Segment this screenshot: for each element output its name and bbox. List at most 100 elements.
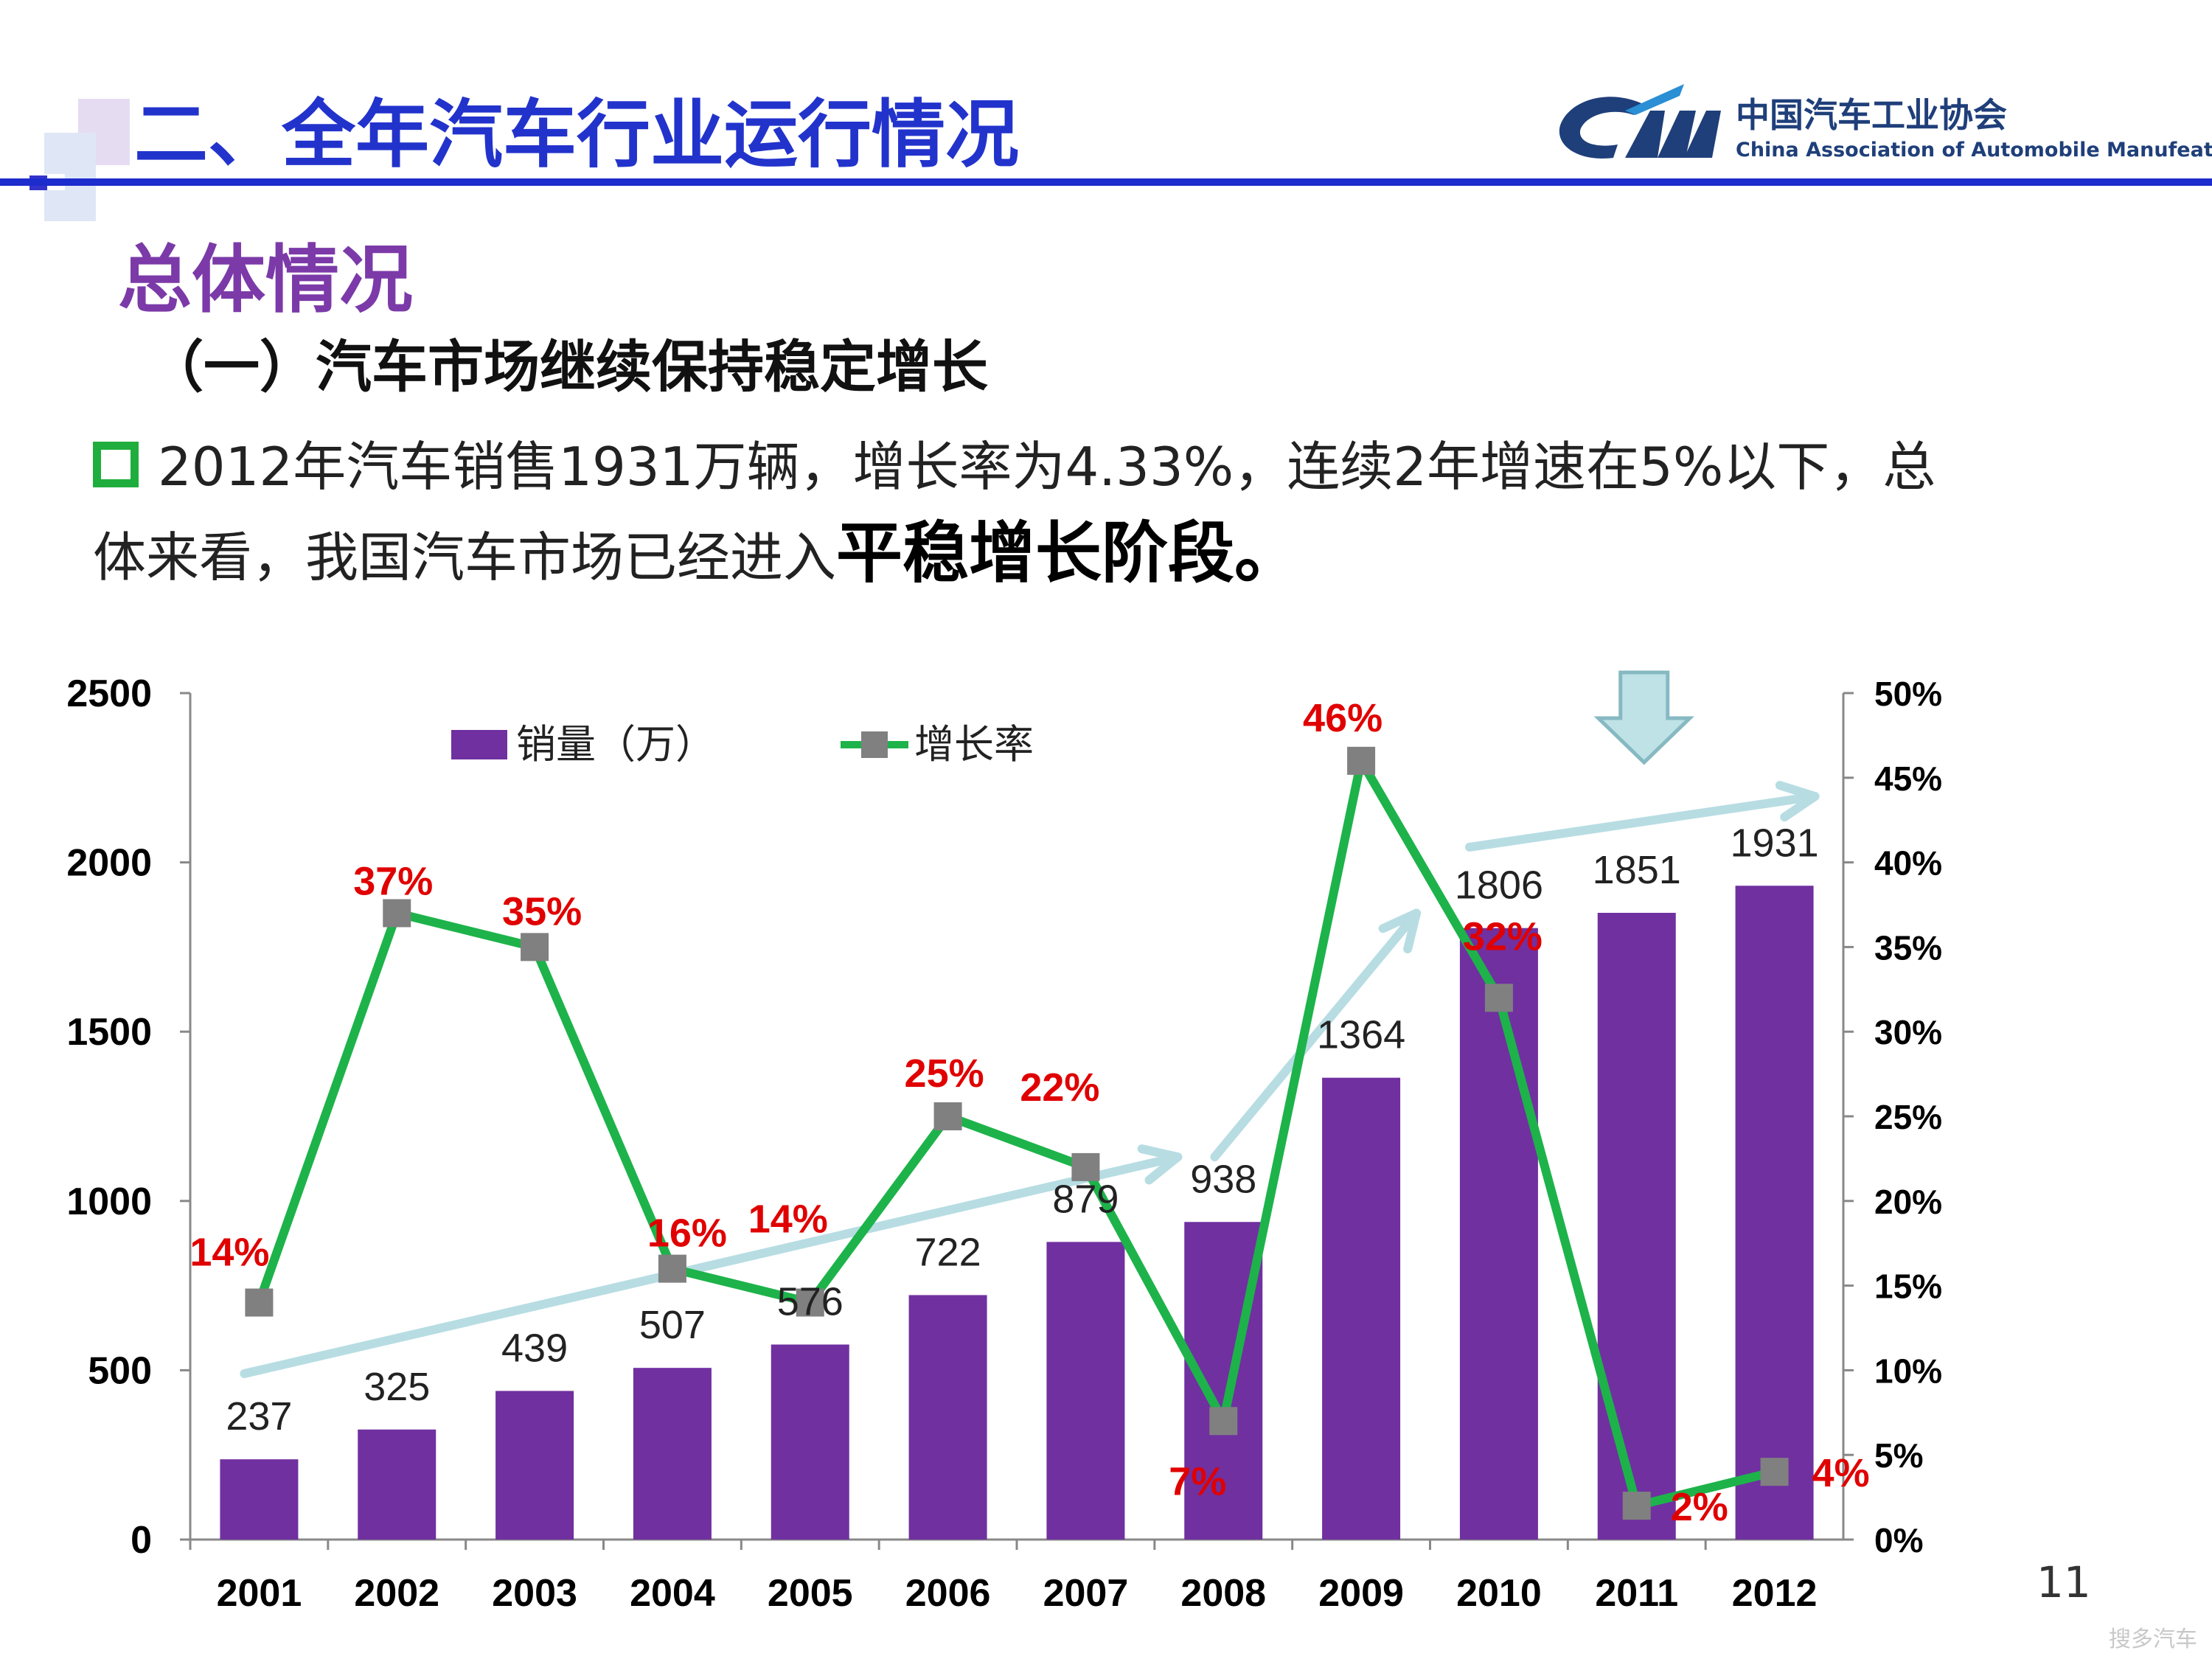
y-right-tick-label: 10% [1874, 1352, 1942, 1390]
summary-line-1-text: 2012年汽车销售1931万辆，增长率为4.33%，连续2年增速在5%以下，总 [158, 436, 1936, 498]
y-right-tick-label: 15% [1874, 1267, 1942, 1306]
y-left-tick-label: 1000 [66, 1180, 152, 1223]
sales-bar [1735, 886, 1814, 1540]
sales-value-label: 1364 [1317, 1013, 1405, 1057]
growth-rate-marker [1347, 746, 1376, 775]
y-left-tick-label: 1500 [66, 1011, 152, 1054]
growth-rate-label: 14% [189, 1231, 269, 1275]
x-tick-label: 2001 [217, 1572, 302, 1615]
y-left-tick-label: 2000 [66, 842, 152, 885]
sales-value-label: 1806 [1455, 863, 1543, 908]
trend-arrow-3 [1464, 792, 1820, 852]
trend-arrow-1 [240, 1152, 1183, 1378]
y-left-tick-label: 2500 [66, 672, 152, 715]
slide-title: 二、全年汽车行业运行情况 [134, 91, 1019, 178]
sales-value-label: 1851 [1593, 848, 1681, 892]
growth-rate-marker [1484, 984, 1513, 1012]
sales-value-label: 439 [501, 1326, 568, 1370]
sales-value-label: 507 [639, 1303, 706, 1347]
legend-sales-label: 销量（万） [516, 723, 715, 767]
page-number: 11 [2037, 1557, 2091, 1607]
growth-rate-label: 32% [1463, 914, 1543, 959]
y-left-tick-label: 0 [131, 1519, 152, 1562]
legend-bar-swatch [451, 730, 507, 759]
growth-rate-label: 22% [1020, 1065, 1099, 1110]
sales-bar [908, 1295, 987, 1540]
header-rule [0, 178, 2212, 186]
y-right-tick-label: 20% [1874, 1183, 1942, 1221]
growth-rate-label: 35% [502, 889, 582, 933]
summary-paragraph: 2012年汽车销售1931万辆，增长率为4.33%，连续2年增速在5%以下，总 … [93, 423, 2157, 601]
sales-value-label: 325 [364, 1365, 430, 1409]
growth-rate-label: 7% [1169, 1459, 1226, 1503]
growth-rate-label: 2% [1671, 1485, 1728, 1529]
trend-arrow-2 [1210, 908, 1422, 1162]
logo-english-text: China Association of Automobile Manufeat… [1736, 139, 2212, 161]
sales-value-label: 576 [777, 1280, 844, 1324]
y-right-tick-label: 50% [1874, 675, 1942, 713]
growth-rate-marker [245, 1288, 274, 1317]
summary-emphasis: 平稳增长阶段。 [836, 515, 1301, 592]
y-right-tick-label: 30% [1874, 1013, 1942, 1051]
logo-chinese-text: 中国汽车工业协会 [1736, 95, 2007, 135]
sales-bar [220, 1459, 299, 1540]
subtitle: 总体情况 [118, 237, 413, 323]
caam-logo: 中国汽车工业协会 China Association of Automobile… [1554, 81, 2212, 174]
trend-arrow-2-head [1378, 908, 1422, 954]
x-tick-label: 2012 [1732, 1572, 1818, 1615]
growth-rate-label: 4% [1812, 1451, 1870, 1495]
sales-bar [358, 1429, 437, 1540]
y-right-tick-label: 45% [1874, 759, 1942, 798]
growth-rate-label: 46% [1303, 696, 1382, 740]
sales-bar [1597, 913, 1676, 1540]
y-right-tick-label: 25% [1874, 1098, 1942, 1136]
y-right-tick-label: 5% [1874, 1436, 1923, 1475]
sales-bar [771, 1344, 849, 1540]
growth-rate-label: 37% [353, 859, 433, 903]
growth-rate-marker [1209, 1407, 1238, 1436]
y-right-tick-label: 0% [1874, 1521, 1923, 1559]
growth-rate-marker [796, 1288, 824, 1317]
growth-rate-line [254, 756, 1776, 1511]
y-right-tick-label: 40% [1874, 844, 1942, 883]
sales-bar [1322, 1077, 1401, 1540]
sales-bar [495, 1391, 574, 1540]
sales-bar [1459, 928, 1538, 1540]
sales-bar [633, 1368, 712, 1540]
sales-bar [1046, 1242, 1125, 1540]
sales-value-label: 1931 [1731, 821, 1819, 865]
sales-value-label: 237 [226, 1394, 292, 1439]
growth-rate-marker [933, 1102, 962, 1130]
growth-rate-marker [1071, 1152, 1100, 1181]
watermark: 搜多汽车 [2109, 1627, 2197, 1652]
x-tick-label: 2011 [1595, 1572, 1678, 1615]
x-tick-label: 2006 [905, 1572, 991, 1615]
bullet-square-icon [93, 442, 139, 488]
x-tick-label: 2010 [1456, 1572, 1542, 1615]
trend-arrow-3-head [1775, 781, 1820, 822]
x-tick-label: 2009 [1318, 1572, 1404, 1615]
growth-rate-marker [521, 933, 549, 961]
caam-logo-mark [1559, 84, 1721, 159]
x-tick-label: 2004 [630, 1572, 715, 1615]
x-tick-label: 2002 [354, 1572, 439, 1615]
legend-rate-label: 增长率 [914, 723, 1034, 767]
summary-line-2-text: 体来看，我国汽车市场已经进入 [93, 526, 837, 588]
summary-line-1: 2012年汽车销售1931万辆，增长率为4.33%，连续2年增速在5%以下，总 [93, 423, 2157, 510]
growth-rate-marker [1760, 1458, 1789, 1486]
growth-rate-marker [658, 1254, 686, 1283]
sales-value-label: 938 [1190, 1157, 1256, 1201]
x-tick-label: 2003 [492, 1572, 577, 1615]
y-left-tick-label: 500 [88, 1349, 152, 1392]
sales-value-label: 722 [915, 1230, 981, 1274]
growth-rate-marker [1622, 1492, 1651, 1520]
down-arrow-icon [1593, 670, 1694, 765]
x-tick-label: 2005 [768, 1572, 853, 1615]
growth-rate-label: 25% [905, 1051, 984, 1096]
summary-line-2: 体来看，我国汽车市场已经进入平稳增长阶段。 [93, 510, 2157, 601]
growth-rate-label: 16% [647, 1211, 727, 1256]
y-right-tick-label: 35% [1874, 928, 1942, 967]
x-tick-label: 2007 [1043, 1572, 1129, 1615]
growth-rate-label: 14% [748, 1197, 828, 1242]
